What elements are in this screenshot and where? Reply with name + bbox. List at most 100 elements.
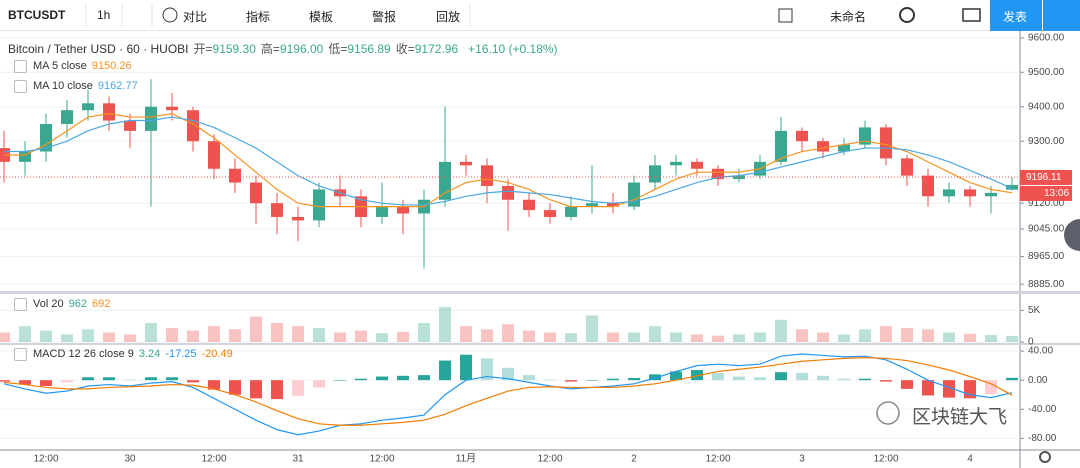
play-button[interactable] <box>1043 0 1080 31</box>
candle-body <box>922 175 934 197</box>
interval[interactable]: 1h <box>97 8 111 22</box>
volume-bar <box>859 329 871 342</box>
y-tick-label: 9600.00 <box>1028 32 1065 43</box>
volume-bar <box>292 326 304 342</box>
price-axis-bg <box>1020 31 1080 468</box>
candle-body <box>145 106 157 131</box>
candle-body <box>964 189 976 197</box>
histogram-bar <box>187 380 199 383</box>
histogram-bar <box>229 380 241 395</box>
legend-value: 3.24 <box>138 348 161 361</box>
volume-bar <box>964 333 976 342</box>
volume-bar <box>733 334 745 342</box>
y-tick-label: 9500.00 <box>1028 67 1065 78</box>
volume-bar <box>397 331 409 342</box>
candle-body <box>103 103 115 121</box>
volume-bar <box>901 328 913 342</box>
candle-body <box>607 203 619 207</box>
legend-value: -17.25 <box>165 348 197 361</box>
candle-body <box>628 182 640 207</box>
candle-body <box>670 161 682 166</box>
histogram-bar <box>292 380 304 397</box>
macd-line <box>3 357 1013 426</box>
histogram-bar <box>628 378 640 381</box>
legend-value: 9162.77 <box>97 80 138 93</box>
histogram-bar <box>313 380 325 388</box>
volume-bar <box>103 332 115 342</box>
candle-body <box>187 110 199 142</box>
layout-name[interactable]: 未命名 <box>830 10 867 24</box>
x-tick-label: 2 <box>631 454 637 465</box>
histogram-bar <box>166 377 178 381</box>
candle-body <box>544 210 556 217</box>
histogram-bar <box>754 377 766 381</box>
x-tick-label: 12:00 <box>33 454 58 465</box>
volume-bar <box>544 332 556 342</box>
volume-bar <box>838 334 850 342</box>
y-tick-label: -80.00 <box>1028 433 1057 444</box>
candle-body <box>481 165 493 186</box>
histogram-bar <box>418 375 430 381</box>
x-tick-label: 4 <box>967 454 973 465</box>
y-tick-label: 5K <box>1028 305 1041 316</box>
volume-bar <box>334 332 346 342</box>
ma-line <box>4 116 1013 206</box>
templates[interactable]: 模板 <box>309 10 334 24</box>
histogram-bar <box>523 375 535 381</box>
volume-bar <box>670 332 682 342</box>
volume-bar <box>82 329 94 342</box>
last-price-label: 9196.11 <box>1026 172 1062 183</box>
candle-body <box>460 161 472 166</box>
volume-bar <box>691 334 703 342</box>
watermark-icon <box>876 401 900 425</box>
alert[interactable]: 警报 <box>372 10 397 24</box>
y-tick-label: 9400.00 <box>1028 101 1065 112</box>
symbol[interactable]: BTCUSDT <box>8 8 66 22</box>
histogram-bar <box>460 354 472 381</box>
histogram-bar <box>19 380 31 385</box>
publish-button[interactable]: 发表 <box>990 0 1042 31</box>
stat-value: 9196.00 <box>279 42 324 56</box>
candle-body <box>502 185 514 200</box>
candle-body <box>649 165 661 183</box>
legend-name: MACD 12 26 close 9 <box>33 348 134 361</box>
ma10-legend: MA 10 close 9162.77 <box>14 80 143 93</box>
histogram-bar <box>103 377 115 381</box>
candle-body <box>859 127 871 145</box>
y-tick-label: 9045.00 <box>1028 224 1065 235</box>
volume-bar <box>0 332 10 342</box>
volume-bar <box>607 332 619 342</box>
symbol-title: Bitcoin / Tether USD · 60 · HUOBI <box>8 42 189 56</box>
candle-body <box>166 106 178 111</box>
legend-value: -20.49 <box>201 348 233 361</box>
y-tick-label: 9120.00 <box>1028 198 1065 209</box>
indicators[interactable]: 指标 <box>246 10 271 24</box>
histogram-bar <box>691 370 703 381</box>
volume-bar <box>922 329 934 342</box>
histogram-bar <box>712 372 724 381</box>
compare[interactable]: 对比 <box>183 10 208 24</box>
countdown-box <box>1020 185 1072 201</box>
volume-bar <box>460 326 472 342</box>
y-tick-label: 8885.00 <box>1028 279 1065 290</box>
candle-body <box>943 189 955 197</box>
x-tick-label: 12:00 <box>537 454 562 465</box>
histogram-bar <box>334 380 346 381</box>
replay[interactable]: 回放 <box>436 10 461 24</box>
stat-label: 开= <box>193 42 213 56</box>
volume-bar <box>649 326 661 342</box>
toolbar: BTCUSDT 1h 对比 指标 模板 警报 回放 未命名 发表 <box>0 0 1080 31</box>
histogram-bar <box>82 377 94 381</box>
histogram-bar <box>880 380 892 382</box>
x-tick-label: 3 <box>799 454 805 465</box>
x-tick-label: 12:00 <box>705 454 730 465</box>
volume-bar <box>502 324 514 342</box>
histogram-bar <box>355 378 367 381</box>
legend-value: 962 <box>68 298 87 311</box>
legend-name: Vol 20 <box>33 298 64 311</box>
volume-bar <box>61 334 73 342</box>
pane-separator <box>0 343 1080 345</box>
volume-bar <box>985 335 997 342</box>
